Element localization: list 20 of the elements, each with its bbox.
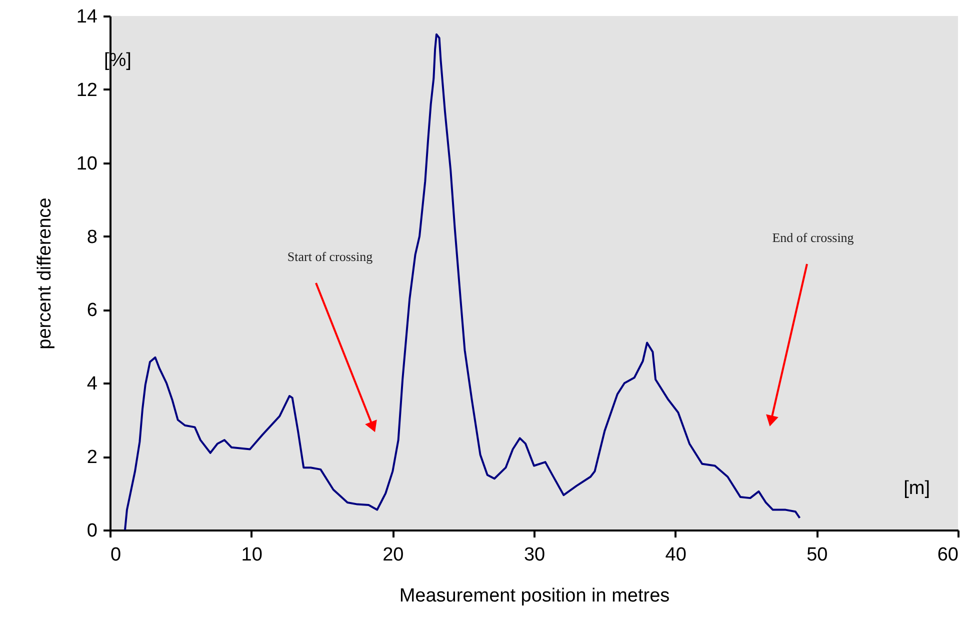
x-tick-label: 40: [665, 544, 686, 566]
y-tick-label: 12: [76, 80, 98, 101]
annotation: End of crossing: [772, 230, 854, 245]
x-tick-label: 0: [110, 544, 122, 566]
y-tick-label: 0: [86, 520, 98, 542]
y-tick-label: 6: [86, 300, 98, 322]
x-tick-label: 30: [524, 544, 546, 566]
annotation: Start of crossing: [287, 249, 374, 264]
y-tick-label: 8: [86, 226, 98, 248]
x-tick-label: 60: [937, 544, 958, 566]
y-tick-label: 2: [86, 447, 98, 468]
x-tick-label: 50: [806, 544, 828, 566]
y-tick-label: 10: [76, 153, 98, 174]
y-tick-label: 4: [86, 374, 98, 395]
x-axis-title: Measurement position in metres: [399, 586, 670, 606]
y-axis-title: percent difference: [34, 198, 56, 350]
annotation: [m]: [904, 478, 930, 499]
x-tick-label: 20: [382, 544, 404, 566]
x-tick-label: 10: [241, 544, 262, 566]
y-tick-label: 14: [76, 6, 98, 28]
